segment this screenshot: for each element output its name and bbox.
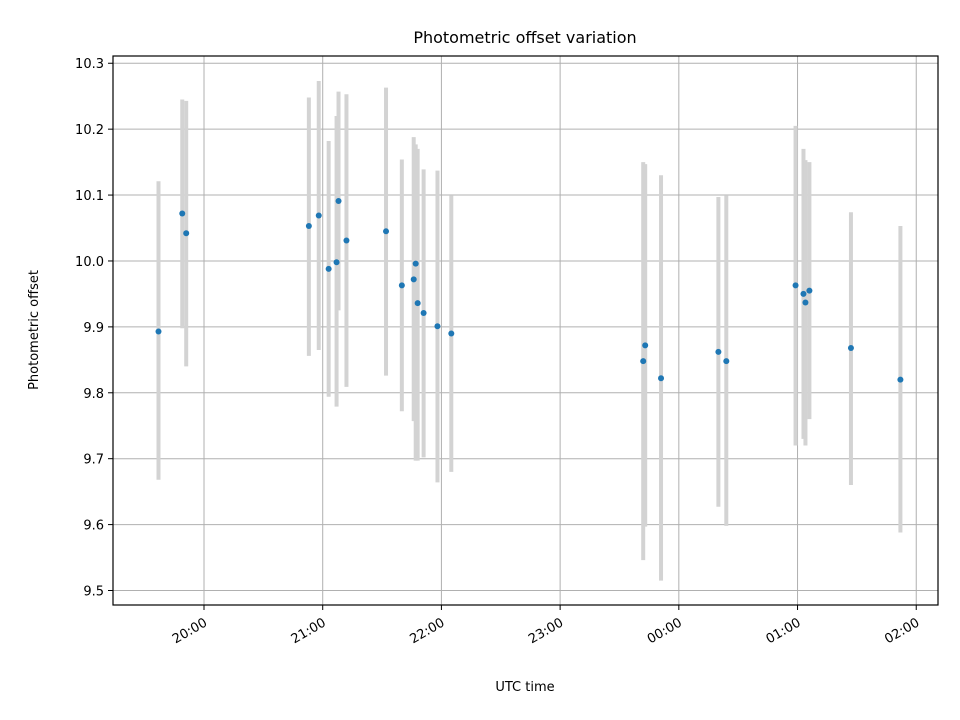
grid	[113, 56, 938, 605]
data-point	[183, 230, 190, 237]
y-axis-label: Photometric offset	[27, 270, 42, 390]
plot-frame	[112, 55, 939, 606]
data-point	[315, 212, 322, 219]
y-tick-label: 10.3	[75, 57, 104, 72]
data-point	[335, 197, 342, 204]
y-tick-label: 9.7	[83, 453, 104, 468]
x-tick-label: 01:00	[764, 615, 804, 647]
y-tick-label: 10.1	[75, 189, 104, 204]
y-tick-label: 9.5	[83, 585, 104, 600]
y-tick-label: 10.0	[75, 255, 104, 270]
data-point	[383, 228, 390, 235]
x-axis-label: UTC time	[495, 680, 554, 695]
data-point	[420, 310, 427, 317]
data-point	[325, 265, 332, 272]
data-point	[658, 375, 665, 382]
y-tick-label: 9.9	[83, 321, 104, 336]
y-tick-label: 9.6	[83, 519, 104, 534]
data-point	[723, 358, 730, 365]
data-point	[305, 223, 312, 230]
data-point	[414, 300, 421, 307]
data-point	[155, 328, 162, 335]
data-point	[715, 348, 722, 355]
data-points	[155, 197, 904, 383]
x-tick-label: 21:00	[289, 615, 329, 647]
x-tick-label: 23:00	[526, 615, 566, 647]
error-bars	[156, 81, 903, 581]
data-point	[640, 358, 647, 365]
chart-title: Photometric offset variation	[413, 28, 636, 47]
data-point	[398, 282, 405, 289]
x-axis-ticks: 20:00 21:00 22:00 23:00 00:00 01:00 02:00	[170, 605, 922, 647]
x-tick-label: 22:00	[407, 615, 447, 647]
data-point	[343, 237, 350, 244]
data-point	[802, 299, 809, 306]
data-point	[412, 260, 419, 267]
y-tick-label: 9.8	[83, 387, 104, 402]
data-point	[179, 210, 186, 217]
data-point	[806, 287, 813, 294]
x-tick-label: 02:00	[882, 615, 922, 647]
data-point	[434, 323, 441, 330]
data-point	[642, 342, 649, 349]
data-point	[792, 282, 799, 289]
data-point	[410, 276, 417, 283]
data-point	[448, 330, 455, 337]
y-axis-ticks: 9.5 9.6 9.7 9.8 9.9 10.0 10.1 10.2 10.3	[75, 57, 113, 600]
y-tick-label: 10.2	[75, 123, 104, 138]
x-tick-label: 20:00	[170, 615, 210, 647]
data-point	[847, 344, 854, 351]
data-point	[897, 376, 904, 383]
x-tick-label: 00:00	[645, 615, 685, 647]
data-point	[800, 290, 807, 297]
data-point	[333, 259, 340, 266]
